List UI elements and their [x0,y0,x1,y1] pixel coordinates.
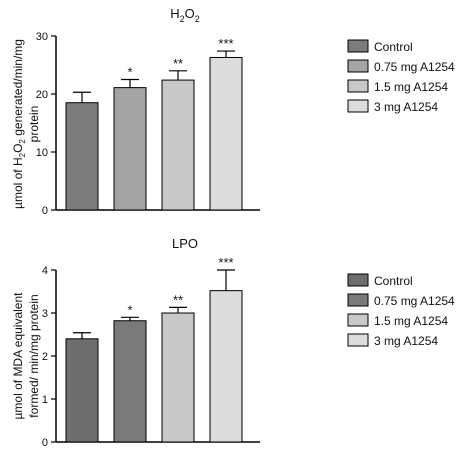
chart-panel-1: H2O2 µmol of H2O2 generated/min/mg protein… [11,6,455,217]
chart-title: LPO [172,236,198,251]
bar-4 [209,290,243,443]
legend-swatch-2 [347,293,369,307]
significance-label-4: *** [218,36,233,51]
y-tick-label: 2 [42,351,48,363]
y-tick-label: 1 [42,394,48,406]
legend-label-2: 0.75 mg A1254 [374,60,455,74]
bar-1 [65,338,99,443]
bar-3 [161,312,195,443]
legend-label-2: 0.75 mg A1254 [374,294,455,308]
legend-swatch-1 [347,273,369,287]
significance-label-2: * [127,65,132,80]
legend-swatch-3 [347,79,369,93]
significance-label-3: ** [173,292,183,307]
significance-label-4: *** [218,255,233,270]
y-tick-label: 4 [42,265,48,277]
legend-swatch-3 [347,313,369,327]
legend: Control 0.75 mg A1254 1.5 mg A1254 3 mg A12… [347,273,455,348]
y-tick-label: 30 [36,31,48,43]
legend-label-1: Control [374,40,413,54]
y-tick-label: 3 [42,308,48,320]
y-tick-label: 0 [42,205,48,217]
y-tick-label: 10 [36,147,48,159]
bar-2 [113,87,147,211]
y-axis-label-line1: µmol of H2O2 generated/min/mg [11,39,27,209]
legend-swatch-1 [347,39,369,53]
legend-label-3: 1.5 mg A1254 [374,80,448,94]
y-tick-label: 20 [36,89,48,101]
legend-swatch-4 [347,99,369,113]
legend: Control 0.75 mg A1254 1.5 mg A1254 3 mg A12… [347,39,455,114]
legend-swatch-4 [347,333,369,347]
chart-panel-2: LPO µmol of MDA equivalent formed/ min/mg … [11,236,455,449]
legend-label-4: 3 mg A1254 [374,334,438,348]
y-tick-label: 0 [42,437,48,449]
significance-label-3: ** [173,56,183,71]
bar-4 [209,56,243,211]
significance-label-2: * [127,302,132,317]
bar-3 [161,79,195,211]
legend-label-4: 3 mg A1254 [374,100,438,114]
bar-1 [65,102,99,211]
chart-title: H2O2 [170,6,200,24]
legend-label-1: Control [374,274,413,288]
y-axis-label-line2: protein [27,106,41,143]
legend-label-3: 1.5 mg A1254 [374,314,448,328]
y-axis-label-line2: formed/ min/mg protein [27,294,41,417]
y-axis-label-line1: µmol of MDA equivalent [11,292,25,420]
bar-2 [113,320,147,443]
legend-swatch-2 [347,59,369,73]
